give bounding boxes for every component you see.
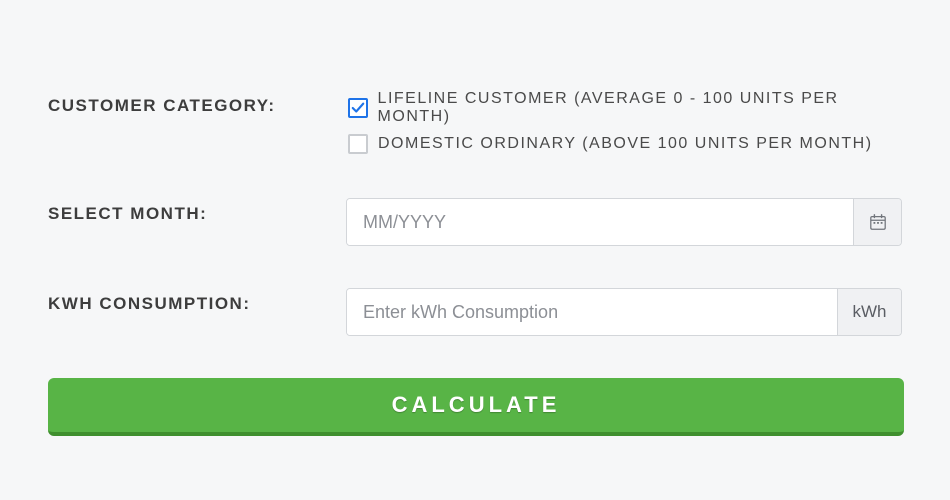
calculator-form: Customer Category: Lifeline Customer (Av… <box>0 0 950 436</box>
month-control <box>346 198 902 246</box>
row-select-month: Select Month: <box>48 198 902 246</box>
option-lifeline[interactable]: Lifeline Customer (Average 0 - 100 Units… <box>348 90 902 126</box>
option-domestic-label: Domestic Ordinary (Above 100 Units Per M… <box>378 135 873 153</box>
label-customer-category: Customer Category: <box>48 90 348 116</box>
kwh-input[interactable] <box>347 289 837 335</box>
row-kwh: kWh Consumption: kWh <box>48 288 902 336</box>
month-input-group <box>346 198 902 246</box>
checkbox-domestic[interactable] <box>348 134 368 154</box>
kwh-unit-addon: kWh <box>837 289 901 335</box>
label-kwh: kWh Consumption: <box>48 288 346 314</box>
option-lifeline-label: Lifeline Customer (Average 0 - 100 Units… <box>378 90 902 126</box>
month-input[interactable] <box>347 199 853 245</box>
calendar-icon <box>869 213 887 231</box>
submit-row: Calculate <box>48 378 902 436</box>
check-icon <box>351 101 365 115</box>
kwh-control: kWh <box>346 288 902 336</box>
row-customer-category: Customer Category: Lifeline Customer (Av… <box>48 90 902 162</box>
customer-category-options: Lifeline Customer (Average 0 - 100 Units… <box>348 90 902 162</box>
kwh-input-group: kWh <box>346 288 902 336</box>
checkbox-lifeline[interactable] <box>348 98 368 118</box>
calculate-button[interactable]: Calculate <box>48 378 904 436</box>
label-select-month: Select Month: <box>48 198 346 224</box>
month-picker-button[interactable] <box>853 199 901 245</box>
option-domestic[interactable]: Domestic Ordinary (Above 100 Units Per M… <box>348 134 902 154</box>
